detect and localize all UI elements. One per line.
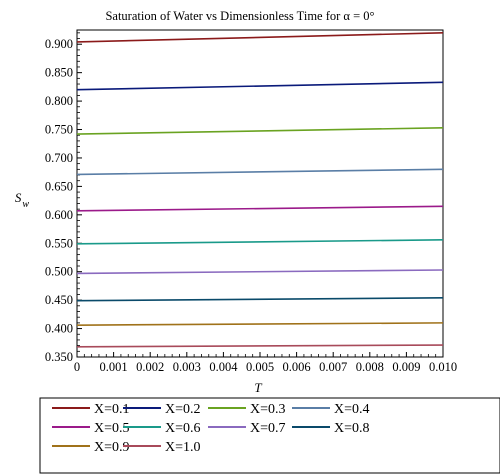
y-tick-label: 0.500 xyxy=(45,265,73,279)
x-axis-label: T xyxy=(254,380,262,395)
plot-area: 0.350 0.400 0.450 0.500 0.550 0.600 0.650 0.700… xyxy=(45,29,457,374)
y-tick-label: 0.350 xyxy=(45,350,73,364)
x-tick-label: 0.003 xyxy=(173,360,201,374)
y-axis-label-main: S xyxy=(15,190,22,205)
series-line xyxy=(76,81,444,91)
y-axis-label-sub: w xyxy=(22,199,29,210)
y-tick-label: 0.400 xyxy=(45,322,73,336)
y-tick-label: 0.700 xyxy=(45,151,73,165)
svg-text:Sw: Sw xyxy=(15,190,30,210)
chart-title: Saturation of Water vs Dimensionless Tim… xyxy=(105,9,374,23)
x-tick-label: 0 xyxy=(74,360,80,374)
x-tick-label: 0.008 xyxy=(356,360,384,374)
series-line xyxy=(76,32,444,43)
legend-label: X=0.1 xyxy=(94,402,130,417)
legend-label: X=0.4 xyxy=(334,402,370,417)
legend-label: X=1.0 xyxy=(165,440,201,455)
legend: X=0.1 X=0.2 X=0.3 X=0.4 X=0.5 X=0.6 X=0.7 X=0.8… xyxy=(52,402,370,455)
legend-label: X=0.5 xyxy=(94,421,130,436)
y-tick-label: 0.850 xyxy=(45,66,73,80)
legend-label: X=0.3 xyxy=(250,402,286,417)
series-line xyxy=(76,127,444,135)
series-line xyxy=(76,239,444,245)
legend-label: X=0.8 xyxy=(334,421,370,436)
x-tick-label: 0.001 xyxy=(100,360,128,374)
legend-label: X=0.9 xyxy=(94,440,130,455)
x-tick-label: 0.009 xyxy=(392,360,420,374)
x-tick-label: 0.002 xyxy=(136,360,164,374)
series-line xyxy=(76,269,444,275)
legend-box xyxy=(39,397,500,474)
legend-label: X=0.6 xyxy=(165,421,201,436)
y-tick-label: 0.550 xyxy=(45,236,73,250)
legend-label: X=0.7 xyxy=(250,421,286,436)
series-line xyxy=(76,322,444,326)
series-line xyxy=(76,205,444,212)
y-tick-label: 0.800 xyxy=(45,94,73,108)
x-tick-label: 0.007 xyxy=(319,360,347,374)
series-line xyxy=(76,297,444,302)
y-tick-label: 0.900 xyxy=(45,37,73,51)
x-tick-label: 0.005 xyxy=(246,360,274,374)
y-tick-label: 0.750 xyxy=(45,123,73,137)
x-tick-label: 0.004 xyxy=(209,360,238,374)
series-line xyxy=(76,168,444,176)
y-tick-label: 0.600 xyxy=(45,208,73,222)
series-line xyxy=(76,344,444,348)
x-tick-label: 0.006 xyxy=(283,360,311,374)
y-tick-label: 0.650 xyxy=(45,179,73,193)
legend-label: X=0.2 xyxy=(165,402,201,417)
x-tick-label: 0.010 xyxy=(429,360,457,374)
y-tick-label: 0.450 xyxy=(45,293,73,307)
y-axis-label: Sw xyxy=(15,190,30,210)
plot-frame xyxy=(76,29,444,358)
